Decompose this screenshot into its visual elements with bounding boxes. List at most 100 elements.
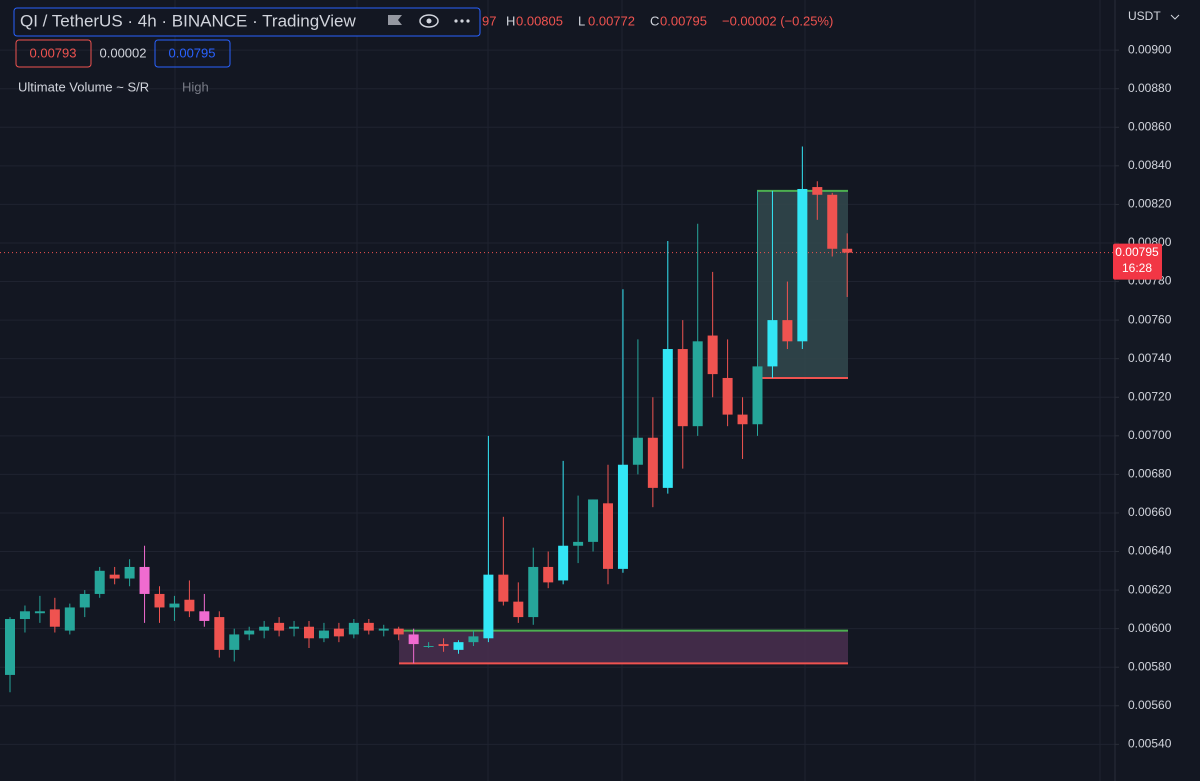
y-tick-label: 0.00740 [1128, 351, 1172, 365]
candle-body [453, 642, 464, 650]
chart-title: QI / TetherUS · 4h · BINANCE · TradingVi… [20, 11, 356, 30]
y-tick-label: 0.00680 [1128, 467, 1172, 481]
candle-body [139, 566, 150, 594]
candle-body [274, 622, 285, 631]
candle-body [468, 636, 479, 643]
candle-body [304, 626, 314, 639]
candle-body [752, 366, 763, 425]
candle-body [737, 414, 748, 425]
y-tick-label: 0.00840 [1128, 158, 1172, 172]
candle-body [707, 335, 718, 375]
candle-body [169, 603, 180, 608]
ohlc-value: 0.00795 [660, 13, 707, 28]
y-tick-label: 0.00760 [1128, 312, 1172, 326]
flag-icon[interactable] [388, 15, 402, 25]
candle-body [154, 593, 165, 608]
y-tick-label: 0.00860 [1128, 119, 1172, 133]
candle-body [289, 626, 300, 629]
candle-body [393, 628, 404, 635]
eye-pupil [426, 18, 432, 24]
candle-body [333, 628, 344, 637]
y-tick-label: 0.00620 [1128, 582, 1172, 596]
eye-icon[interactable] [419, 14, 439, 28]
symbol-box[interactable] [13, 7, 481, 37]
candle-body [318, 630, 329, 639]
y-tick-label: 0.00700 [1128, 428, 1172, 442]
buy-box[interactable] [154, 39, 231, 68]
y-tick-label: 0.00660 [1128, 505, 1172, 519]
y-tick-label: 0.00900 [1128, 42, 1172, 56]
candle-body [438, 644, 449, 647]
candle-body [588, 499, 599, 542]
ohlc-value: 0.00805 [516, 13, 563, 28]
y-tick-label: 0.00580 [1128, 659, 1172, 673]
candle-body [378, 628, 389, 631]
currency[interactable]: USDT [1128, 9, 1161, 23]
candle-body [558, 545, 569, 581]
candle-body [573, 541, 584, 546]
candle-body [842, 248, 853, 253]
buy-price: 0.00795 [169, 45, 216, 60]
candle-body [603, 503, 613, 569]
candle-body [498, 574, 509, 602]
plot [0, 146, 1115, 693]
currency-caret [1170, 14, 1180, 20]
spread: 0.00002 [100, 45, 147, 60]
candle-body [79, 593, 90, 608]
candle-body [408, 634, 419, 645]
candle-body [662, 349, 673, 488]
candle-body [677, 349, 688, 427]
candle-body [5, 619, 15, 675]
sell-box[interactable] [15, 39, 92, 68]
candle-body [827, 194, 838, 249]
candle-body [782, 320, 793, 342]
candle-body [244, 630, 255, 635]
indicator-name: Ultimate Volume ~ S/R [18, 79, 149, 94]
candle-body [513, 601, 524, 618]
candle-body [94, 570, 105, 594]
y-tick-label: 0.00820 [1128, 197, 1172, 211]
candle-body [632, 437, 643, 465]
grid [0, 0, 1115, 781]
ohlc-key: C [650, 13, 659, 28]
candle-body [109, 574, 120, 579]
candle-body [184, 599, 195, 612]
y-tick-label: 0.00560 [1128, 698, 1172, 712]
candle-body [64, 607, 75, 631]
candle-body [528, 566, 539, 618]
candle-body [797, 188, 808, 342]
last-price-label: 0.00795 [1115, 245, 1159, 259]
candle-body [214, 617, 225, 650]
y-tick-label: 0.00600 [1128, 621, 1172, 635]
ohlc-value: 0.00772 [588, 13, 635, 28]
candle-body [229, 634, 240, 650]
candle-body [259, 626, 270, 631]
ohlc: H 0.00805 L 0.00772 C 0.00795 [506, 13, 707, 28]
change: −0.00002 (−0.25%) [722, 13, 833, 28]
candle-body [34, 611, 45, 614]
sell-price: 0.00793 [30, 45, 77, 60]
candle-body [124, 566, 135, 579]
candle-body [199, 611, 210, 621]
zone [399, 630, 848, 664]
candle-body [692, 341, 703, 427]
ohlc-key: H [506, 13, 515, 28]
candle-body [647, 437, 658, 488]
candle-body [617, 464, 628, 569]
candle-body [363, 622, 374, 631]
candle-body [348, 622, 359, 635]
candle-body [767, 320, 778, 367]
y-tick-label: 0.00640 [1128, 544, 1172, 558]
y-axis: 0.00540 0.00560 0.00580 0.00600 0.00620 0.006… [1113, 42, 1172, 751]
candle-body [543, 566, 554, 583]
more-icon[interactable] [454, 19, 470, 23]
countdown: 16:28 [1122, 261, 1152, 275]
candle-body [483, 574, 494, 639]
y-tick-label: 0.00720 [1128, 389, 1172, 403]
candle-body [19, 611, 30, 620]
candle-body [423, 646, 434, 648]
candle-body [722, 377, 733, 415]
y-tick-label: 0.00540 [1128, 737, 1172, 751]
